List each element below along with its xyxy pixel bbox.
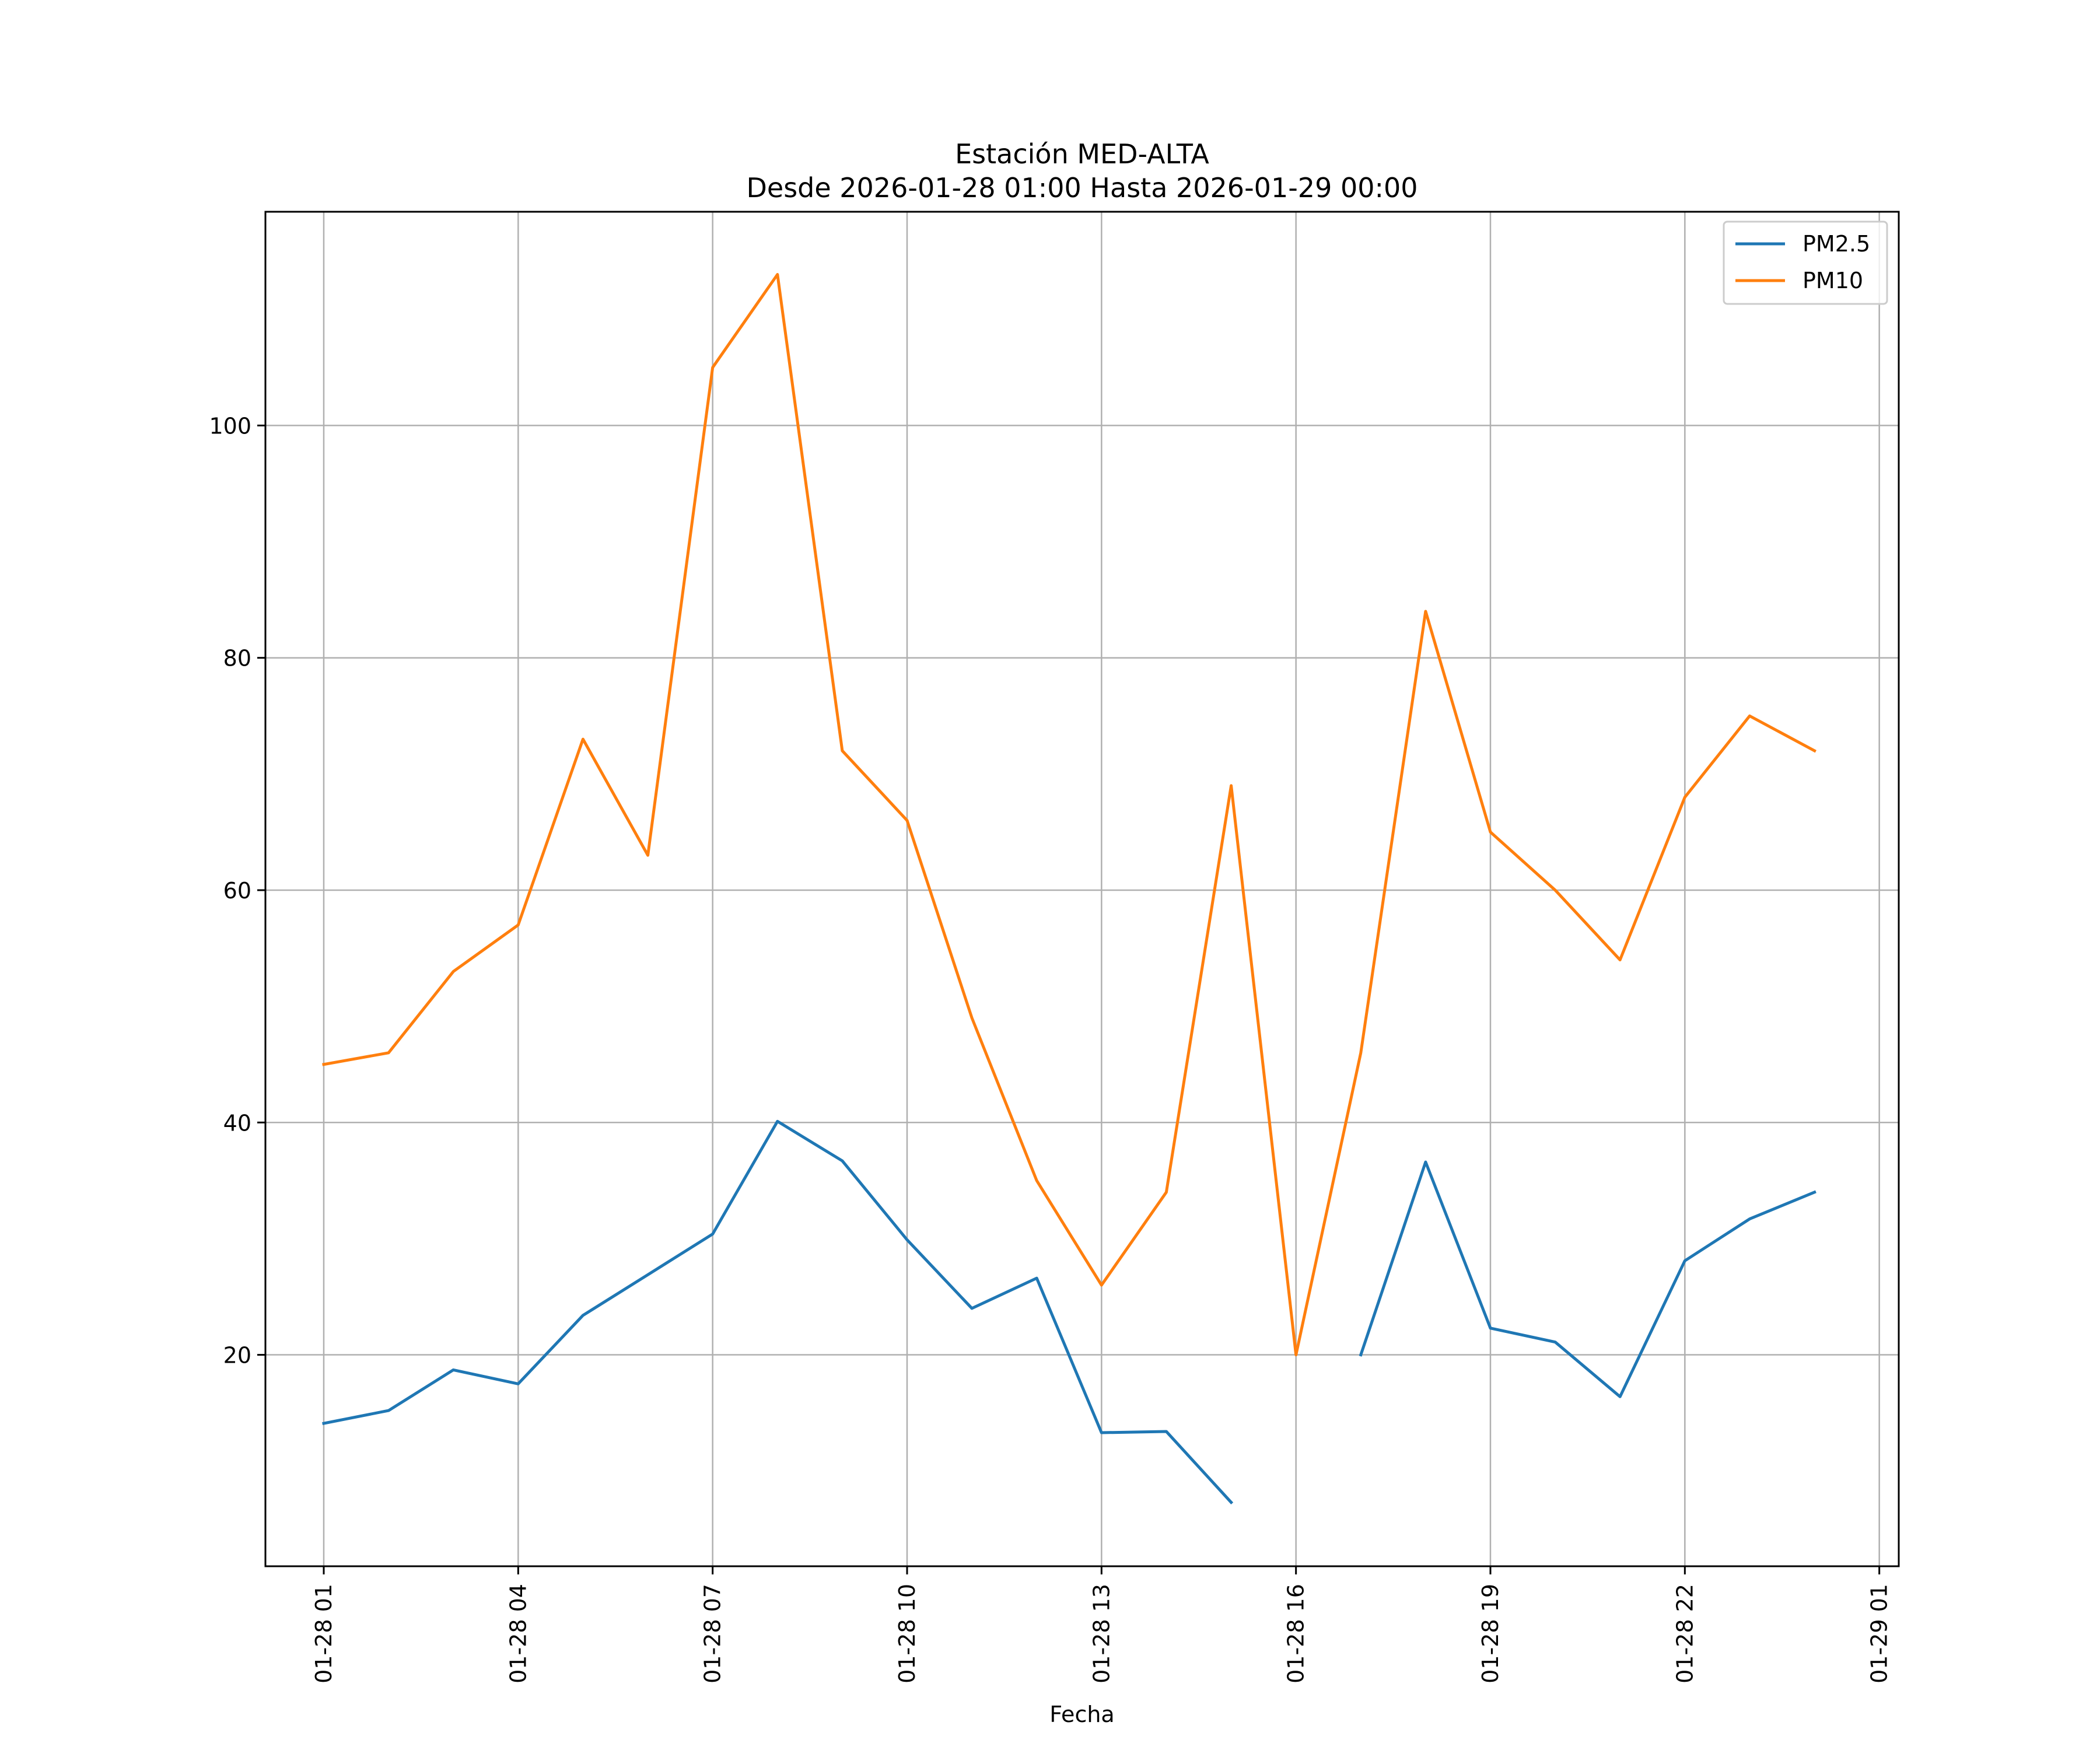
legend: PM2.5 PM10 <box>1723 220 1888 305</box>
x-tick-label: 01-28 22 <box>1672 1584 1698 1684</box>
x-tick-label: 01-29 01 <box>1867 1584 1892 1684</box>
legend-label-pm25: PM2.5 <box>1803 231 1870 257</box>
grid <box>265 212 1899 1566</box>
x-tick-label: 01-28 19 <box>1478 1584 1503 1684</box>
legend-label-pm10: PM10 <box>1803 268 1863 293</box>
y-tick-label: 40 <box>223 1110 251 1136</box>
axis-ticks: 01-28 01 01-28 04 01-28 07 01-28 10 01-28 13… <box>209 413 1892 1683</box>
y-tick-label: 100 <box>209 413 251 439</box>
x-tick-label: 01-28 04 <box>505 1584 531 1684</box>
chart-subtitle: Desde 2026-01-28 01:00 Hasta 2026-01-29 … <box>746 172 1418 204</box>
x-axis-label: Fecha <box>1049 1702 1114 1727</box>
plot-frame <box>264 211 1900 1567</box>
x-tick-label: 01-28 07 <box>700 1584 726 1684</box>
x-tick-label: 01-28 16 <box>1283 1584 1309 1684</box>
chart-title: Estación MED-ALTA <box>955 138 1209 170</box>
legend-box <box>1723 220 1888 305</box>
x-tick-label: 01-28 01 <box>311 1584 337 1684</box>
x-tick-label: 01-28 10 <box>894 1584 920 1684</box>
series-line-pm25 <box>322 1119 1817 1505</box>
y-tick-label: 80 <box>223 646 251 671</box>
y-tick-label: 20 <box>223 1343 251 1368</box>
series-lines <box>322 273 1817 1505</box>
x-tick-label: 01-28 13 <box>1088 1584 1114 1684</box>
y-tick-label: 60 <box>223 878 251 904</box>
series-line-pm10 <box>322 273 1817 1357</box>
